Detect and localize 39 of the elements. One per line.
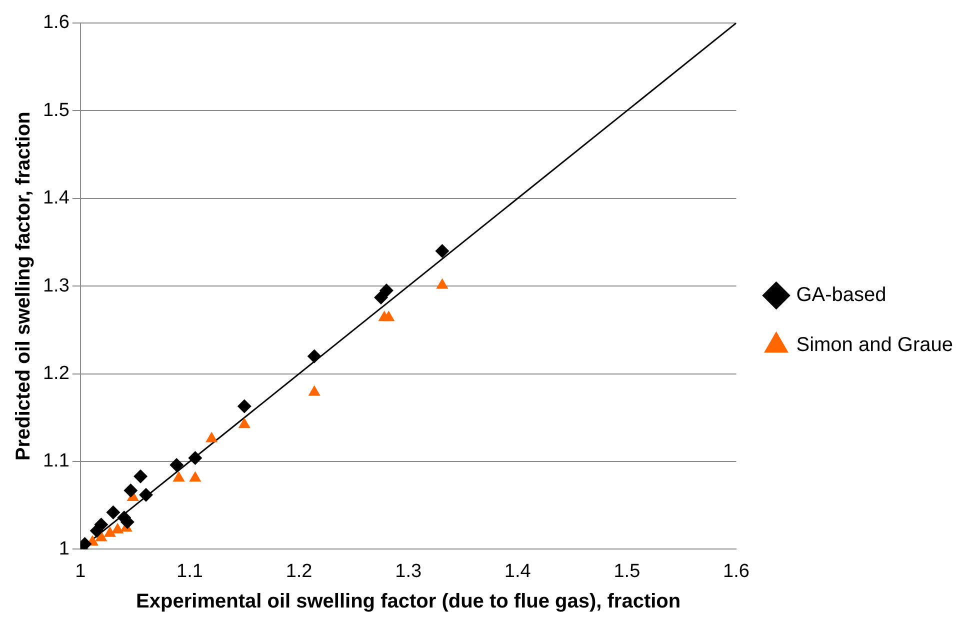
y-tick-label: 1.5 bbox=[42, 100, 70, 121]
point bbox=[307, 349, 322, 364]
x-tick-label: 1.4 bbox=[504, 560, 532, 582]
y-axis-title: Predicted oil swelling factor, fraction bbox=[12, 112, 35, 461]
point bbox=[95, 530, 108, 542]
y-tick-label: 1.6 bbox=[42, 12, 70, 34]
point bbox=[308, 385, 320, 396]
point bbox=[112, 522, 124, 534]
x-tick-label: 1.6 bbox=[723, 560, 750, 582]
point bbox=[206, 432, 218, 442]
x-tick-label: 1.3 bbox=[395, 560, 422, 582]
point bbox=[188, 450, 202, 465]
x-tick-label: 1.1 bbox=[176, 560, 203, 582]
point bbox=[374, 290, 388, 304]
point bbox=[134, 469, 148, 484]
y-tick-label: 1.2 bbox=[42, 363, 70, 384]
x-axis-title: Experimental oil swelling factor (due to flue gas), fraction bbox=[136, 590, 681, 613]
point bbox=[382, 310, 395, 322]
point bbox=[124, 483, 138, 498]
point bbox=[170, 458, 184, 472]
point bbox=[238, 418, 250, 428]
point bbox=[237, 399, 252, 414]
point bbox=[90, 524, 104, 538]
y-tick-label: 1 bbox=[58, 538, 70, 560]
x-tick-label: 1.2 bbox=[286, 560, 312, 582]
legend-label: GA-based bbox=[796, 284, 886, 306]
legend-label: Simon and Graue bbox=[796, 334, 954, 356]
y-tick-label: 1.4 bbox=[42, 188, 70, 209]
x-tick-label: 1.5 bbox=[614, 560, 640, 582]
point bbox=[436, 278, 448, 289]
point bbox=[138, 488, 153, 502]
y-tick-label: 1.3 bbox=[42, 275, 70, 296]
y-tick-label: 1.1 bbox=[42, 450, 70, 472]
point bbox=[104, 526, 116, 537]
point bbox=[189, 471, 202, 482]
point bbox=[106, 505, 120, 520]
point bbox=[172, 471, 185, 482]
point bbox=[435, 244, 450, 258]
x-tick-label: 1 bbox=[75, 560, 86, 582]
